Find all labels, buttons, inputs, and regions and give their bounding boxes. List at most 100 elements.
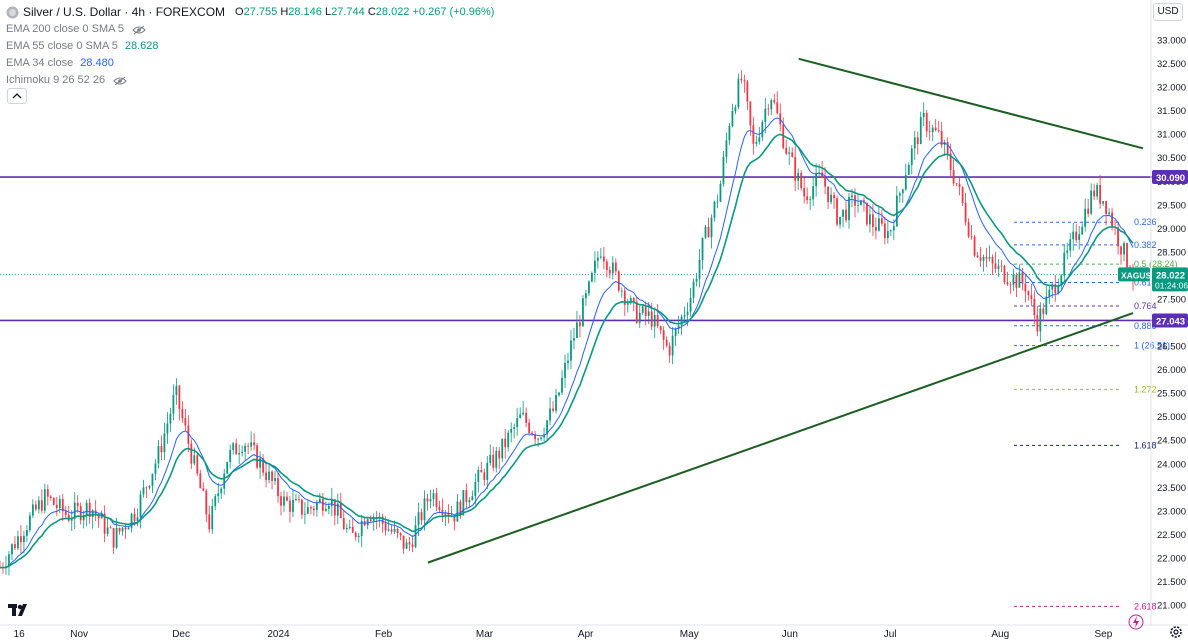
candle-body [133,513,136,521]
candle-body [653,314,656,327]
candle-body [857,205,859,206]
candle-body [797,172,800,181]
time-tick-label: May [680,629,699,640]
candle-body [886,231,889,239]
candle-body [725,140,728,157]
candle-body [112,528,115,548]
candle-body [949,153,952,171]
candle-body [848,197,850,221]
candle-body [73,502,76,519]
candle-body [997,265,1000,269]
candle-body [178,385,181,409]
candle-body [310,507,312,509]
currency-selector[interactable]: USD [1153,3,1183,21]
eye-hidden-icon[interactable] [113,76,127,86]
candle-body [1000,265,1003,267]
indicator-row-ema34[interactable]: EMA 34 close 28.480 [6,57,114,69]
tradingview-logo[interactable] [8,603,32,617]
candle-body [851,195,853,198]
candle-body [187,425,190,444]
indicator-row-ema200[interactable]: EMA 200 close 0 SMA 5 [6,21,494,38]
candle-body [662,330,665,340]
candle-body [596,257,599,261]
candle-body [486,462,489,480]
candle-body [629,297,632,304]
candle-body [31,504,34,516]
price-tick-label: 26.500 [1157,342,1186,353]
candle-body [680,316,683,326]
countdown-label: 01:24:06 [1155,280,1188,290]
candle-body [501,438,504,459]
gear-icon[interactable] [1168,624,1184,640]
candle-body [608,270,611,274]
candle-body [809,199,812,201]
price-tick-label: 23.000 [1157,506,1186,517]
lightning-icon[interactable] [1128,614,1144,630]
time-tick-label: Dec [172,629,190,640]
candle-body [301,499,303,515]
candle-body [103,513,106,534]
candle-body [1123,243,1125,255]
time-tick-label: Mar [476,629,494,640]
candle-body [1042,308,1045,315]
candle-body [106,527,109,534]
fib-level-label: 0.5 (28.24) [1134,259,1178,269]
candle-body [806,196,809,200]
candle-body [919,117,922,145]
candle-body [468,500,471,503]
candle-body [226,461,229,474]
candle-body [459,501,462,516]
candle-body [573,338,575,341]
candle-body [1111,212,1113,227]
candle-body [76,502,79,507]
candle-body [895,195,898,227]
eye-hidden-icon[interactable] [132,25,146,35]
candle-body [456,501,459,522]
candle-body [1051,284,1054,290]
symbol-title[interactable]: Silver / U.S. Dollar · 4h · FOREXCOM [23,5,226,19]
candle-body [357,536,360,537]
candle-body [40,500,43,511]
candle-body [889,230,892,232]
candle-body [689,297,692,312]
candle-body [124,527,127,530]
candle-body [393,528,396,532]
candle-body [928,131,931,133]
candle-body [967,222,970,237]
candle-body [656,314,659,327]
collapse-legend-button[interactable] [7,88,27,104]
candle-body [115,527,118,548]
price-axis: 21.000 21.500 22.000 22.500 23.000 23.500 24.0… [0,0,1188,626]
candle-body [166,423,169,434]
candle-body [1093,190,1096,197]
price-tick-label: 22.500 [1157,530,1186,541]
time-tick-label: Jul [884,629,897,640]
candle-body [991,256,994,264]
indicator-row-ema55[interactable]: EMA 55 close 0 SMA 5 28.628 [6,40,159,52]
price-tick-label: 26.000 [1157,365,1186,376]
candle-body [988,256,991,259]
candle-body [342,518,345,530]
candle-body [1105,201,1107,215]
ohlc-values: O27.755 H28.146 L27.744 C28.022 +0.267 (… [235,6,495,18]
candle-body [26,530,28,536]
candle-body [217,493,220,497]
candle-body [576,322,578,339]
candle-body [740,78,743,81]
candle-body [268,471,270,481]
candle-body [979,257,982,261]
candle-body [336,503,339,516]
price-tag-box [1152,170,1188,185]
indicator-row-ichimoku[interactable]: Ichimoku 9 26 52 26 [6,72,494,89]
price-tag-label: 30.090 [1156,173,1185,184]
candle-body [1027,291,1030,296]
time-tick-label: 16 [14,629,26,640]
candle-body [247,445,250,447]
candle-body [324,508,327,511]
candle-body [250,442,253,447]
candle-body [70,518,73,521]
candle-body [546,420,548,435]
candle-body [659,326,662,331]
